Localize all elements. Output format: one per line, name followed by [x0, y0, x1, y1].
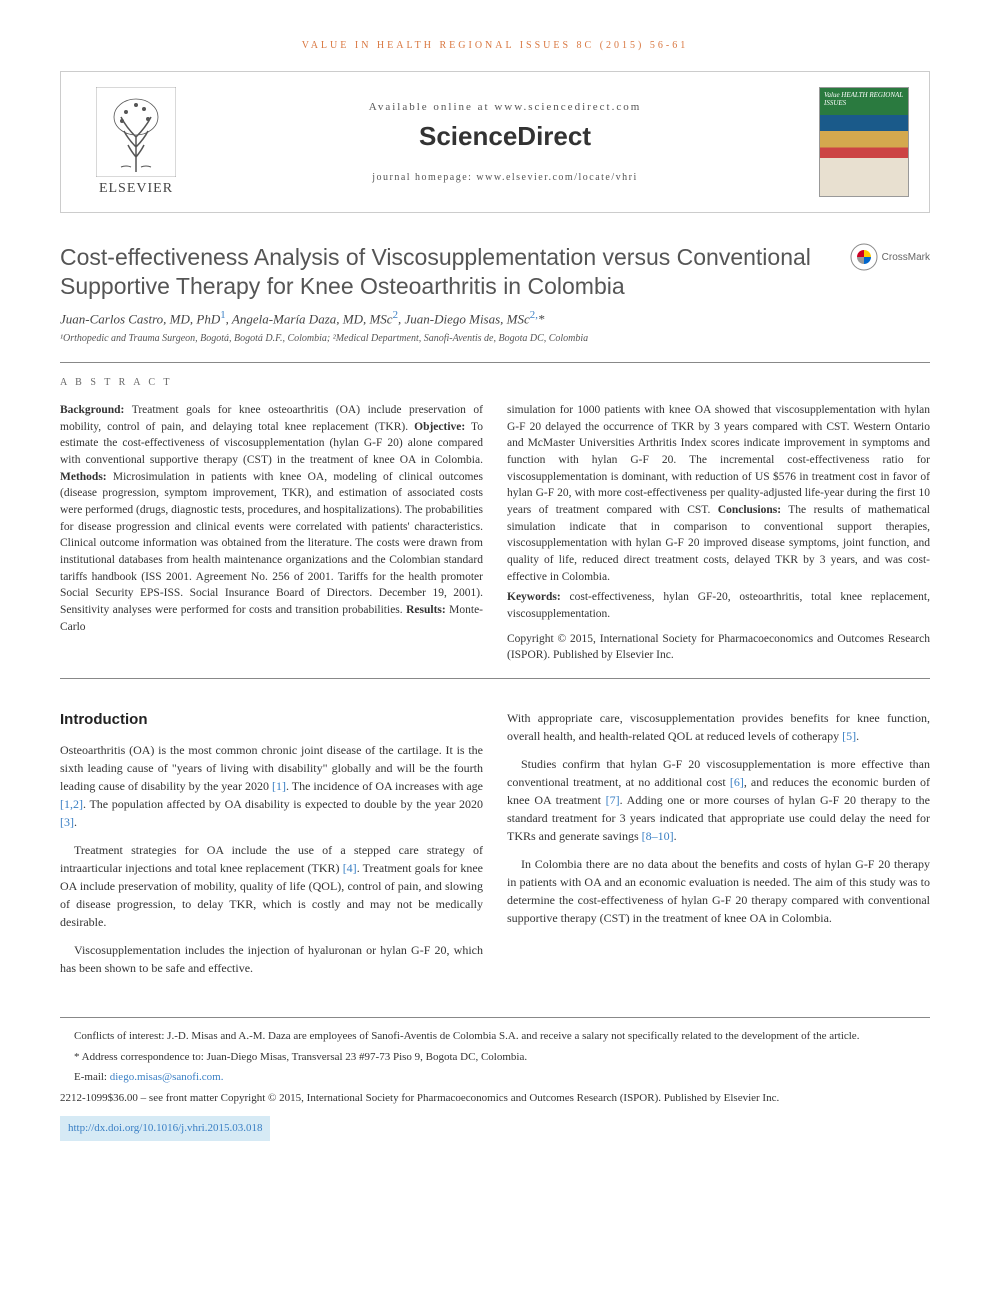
publisher-logo: ELSEVIER [81, 87, 191, 197]
intro-para-3: Viscosupplementation includes the inject… [60, 941, 483, 977]
crossmark-badge[interactable]: CrossMark [850, 243, 930, 271]
abstract-label: A B S T R A C T [60, 377, 930, 388]
divider [60, 678, 930, 679]
journal-reference: VALUE IN HEALTH REGIONAL ISSUES 8C (2015… [60, 40, 930, 51]
crossmark-label: CrossMark [882, 252, 930, 263]
journal-homepage-text: journal homepage: www.elsevier.com/locat… [191, 172, 819, 183]
email-footnote: E-mail: diego.misas@sanofi.com. [60, 1069, 930, 1086]
issn-footnote: 2212-1099$36.00 – see front matter Copyr… [60, 1090, 930, 1107]
intro-para-2: Treatment strategies for OA include the … [60, 841, 483, 931]
header-box: ELSEVIER Available online at www.science… [60, 71, 930, 213]
article-title: Cost-effectiveness Analysis of Viscosupp… [60, 243, 850, 301]
title-row: Cost-effectiveness Analysis of Viscosupp… [60, 243, 930, 301]
available-online-text: Available online at www.sciencedirect.co… [191, 101, 819, 113]
footnotes: Conflicts of interest: J.-D. Misas and A… [60, 1017, 930, 1141]
body-col-left: Introduction Osteoarthritis (OA) is the … [60, 709, 483, 988]
abstract-main-right: simulation for 1000 patients with knee O… [507, 402, 930, 585]
body-col-right: With appropriate care, viscosupplementat… [507, 709, 930, 988]
correspondence-footnote: * Address correspondence to: Juan-Diego … [60, 1049, 930, 1066]
intro-para-5: Studies confirm that hylan G-F 20 viscos… [507, 755, 930, 845]
header-center: Available online at www.sciencedirect.co… [191, 101, 819, 183]
sciencedirect-logo: ScienceDirect [191, 121, 819, 152]
journal-cover-thumbnail: Value HEALTH REGIONAL ISSUES [819, 87, 909, 197]
affiliations-line: ¹Orthopedic and Trauma Surgeon, Bogotá, … [60, 333, 930, 344]
authors-line: Juan-Carlos Castro, MD, PhD1, Angela-Mar… [60, 309, 930, 327]
email-label: E-mail: [74, 1071, 110, 1083]
abstract-col-right: simulation for 1000 patients with knee O… [507, 402, 930, 664]
intro-para-6: In Colombia there are no data about the … [507, 855, 930, 927]
abstract-columns: Background: Treatment goals for knee ost… [60, 402, 930, 664]
elsevier-tree-icon [96, 87, 176, 177]
abstract-copyright: Copyright © 2015, International Society … [507, 631, 930, 664]
introduction-heading: Introduction [60, 709, 483, 732]
doi-link[interactable]: http://dx.doi.org/10.1016/j.vhri.2015.03… [60, 1116, 270, 1141]
publisher-name: ELSEVIER [99, 181, 173, 197]
abstract-col-left: Background: Treatment goals for knee ost… [60, 402, 483, 664]
conflicts-footnote: Conflicts of interest: J.-D. Misas and A… [60, 1028, 930, 1045]
intro-para-1: Osteoarthritis (OA) is the most common c… [60, 741, 483, 831]
divider [60, 362, 930, 363]
cover-title-text: Value HEALTH REGIONAL ISSUES [824, 92, 904, 107]
intro-para-4: With appropriate care, viscosupplementat… [507, 709, 930, 745]
body-columns: Introduction Osteoarthritis (OA) is the … [60, 709, 930, 988]
crossmark-icon [850, 243, 878, 271]
email-link[interactable]: diego.misas@sanofi.com. [110, 1071, 224, 1083]
abstract-keywords: Keywords: cost-effectiveness, hylan GF-2… [507, 589, 930, 622]
